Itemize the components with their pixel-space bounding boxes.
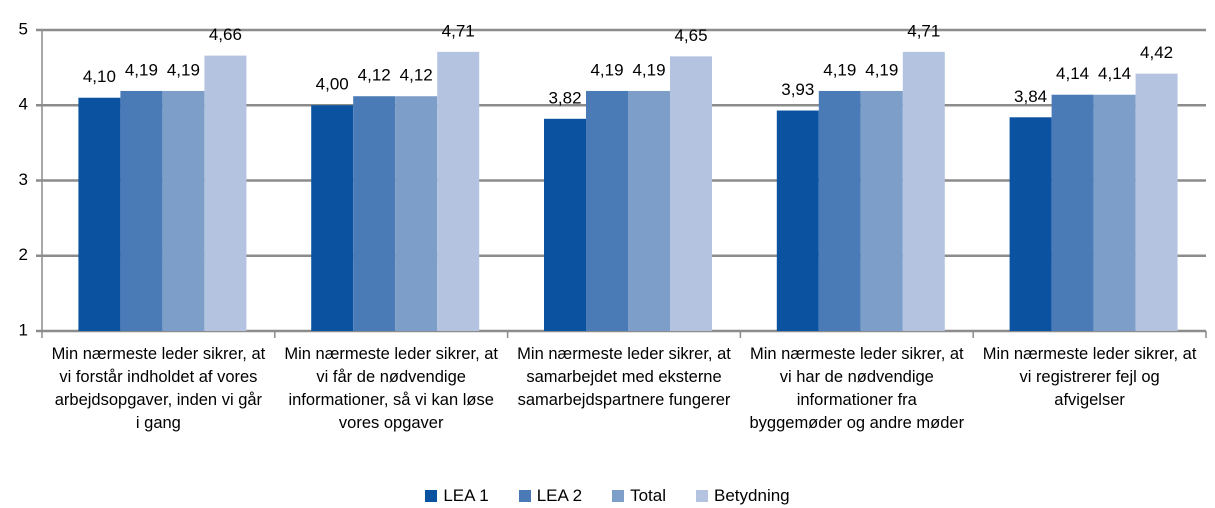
bar bbox=[1135, 73, 1178, 332]
data-label: 4,00 bbox=[316, 75, 349, 94]
x-tick-label: Min nærmeste leder sikrer, at samarbejde… bbox=[517, 345, 731, 409]
y-tick-label: 4 bbox=[19, 95, 28, 114]
legend-swatch bbox=[612, 490, 625, 502]
bar bbox=[1093, 94, 1136, 331]
data-label: 4,19 bbox=[865, 60, 898, 79]
data-label: 4,10 bbox=[83, 67, 116, 86]
legend-item: Betydning bbox=[696, 486, 790, 506]
legend-label: LEA 1 bbox=[443, 486, 489, 505]
legend-swatch bbox=[425, 490, 438, 502]
bar bbox=[818, 90, 861, 331]
legend-item: LEA 1 bbox=[425, 486, 489, 506]
bar bbox=[120, 90, 163, 331]
data-label: 4,71 bbox=[907, 21, 940, 40]
data-label: 4,19 bbox=[167, 60, 200, 79]
bar bbox=[1009, 117, 1052, 331]
x-tick-label: Min nærmeste leder sikrer, at vi får de … bbox=[284, 345, 499, 432]
bar bbox=[902, 51, 945, 331]
legend-swatch bbox=[696, 490, 709, 502]
data-label: 4,14 bbox=[1056, 64, 1089, 83]
data-label: 4,12 bbox=[400, 66, 433, 85]
bar bbox=[586, 90, 628, 331]
bar bbox=[162, 90, 205, 331]
data-label: 3,93 bbox=[781, 80, 814, 99]
bar bbox=[628, 90, 670, 331]
y-tick-label: 3 bbox=[19, 170, 28, 189]
legend-swatch bbox=[518, 490, 531, 502]
data-label: 4,19 bbox=[125, 60, 158, 79]
legend: LEA 1 LEA 2 Total Betydning bbox=[0, 486, 1215, 506]
data-label: 4,19 bbox=[823, 60, 856, 79]
legend-label: Total bbox=[630, 486, 667, 505]
bar bbox=[776, 110, 819, 331]
bar bbox=[544, 118, 586, 331]
data-label: 4,66 bbox=[209, 25, 242, 44]
legend-item: Total bbox=[612, 486, 666, 506]
data-label: 4,19 bbox=[590, 60, 623, 79]
bar bbox=[353, 96, 396, 331]
data-label: 4,42 bbox=[1140, 43, 1173, 62]
legend-item: LEA 2 bbox=[518, 486, 583, 506]
bar bbox=[670, 56, 712, 332]
bar bbox=[437, 51, 480, 331]
legend-label: Betydning bbox=[714, 486, 790, 505]
legend-label: LEA 2 bbox=[536, 486, 583, 505]
data-label: 4,19 bbox=[632, 60, 665, 79]
x-tick-label: Min nærmeste leder sikrer, at vi har de … bbox=[749, 345, 965, 432]
bar bbox=[78, 97, 121, 331]
bar bbox=[311, 105, 354, 331]
x-tick-label: Min nærmeste leder sikrer, at vi forstår… bbox=[51, 345, 266, 432]
bar bbox=[395, 96, 438, 331]
y-tick-label: 5 bbox=[19, 19, 28, 38]
y-tick-label: 2 bbox=[19, 245, 28, 264]
x-tick-label: Min nærmeste leder sikrer, at vi registr… bbox=[982, 345, 1197, 409]
data-label: 3,82 bbox=[548, 88, 581, 107]
bar bbox=[204, 55, 247, 332]
bar bbox=[860, 90, 903, 331]
data-label: 3,84 bbox=[1014, 87, 1047, 106]
y-tick-label: 1 bbox=[19, 320, 28, 339]
data-label: 4,65 bbox=[674, 26, 707, 45]
data-label: 4,71 bbox=[442, 21, 475, 40]
data-label: 4,14 bbox=[1098, 64, 1131, 83]
data-label: 4,12 bbox=[358, 66, 391, 85]
bar bbox=[1051, 94, 1094, 331]
